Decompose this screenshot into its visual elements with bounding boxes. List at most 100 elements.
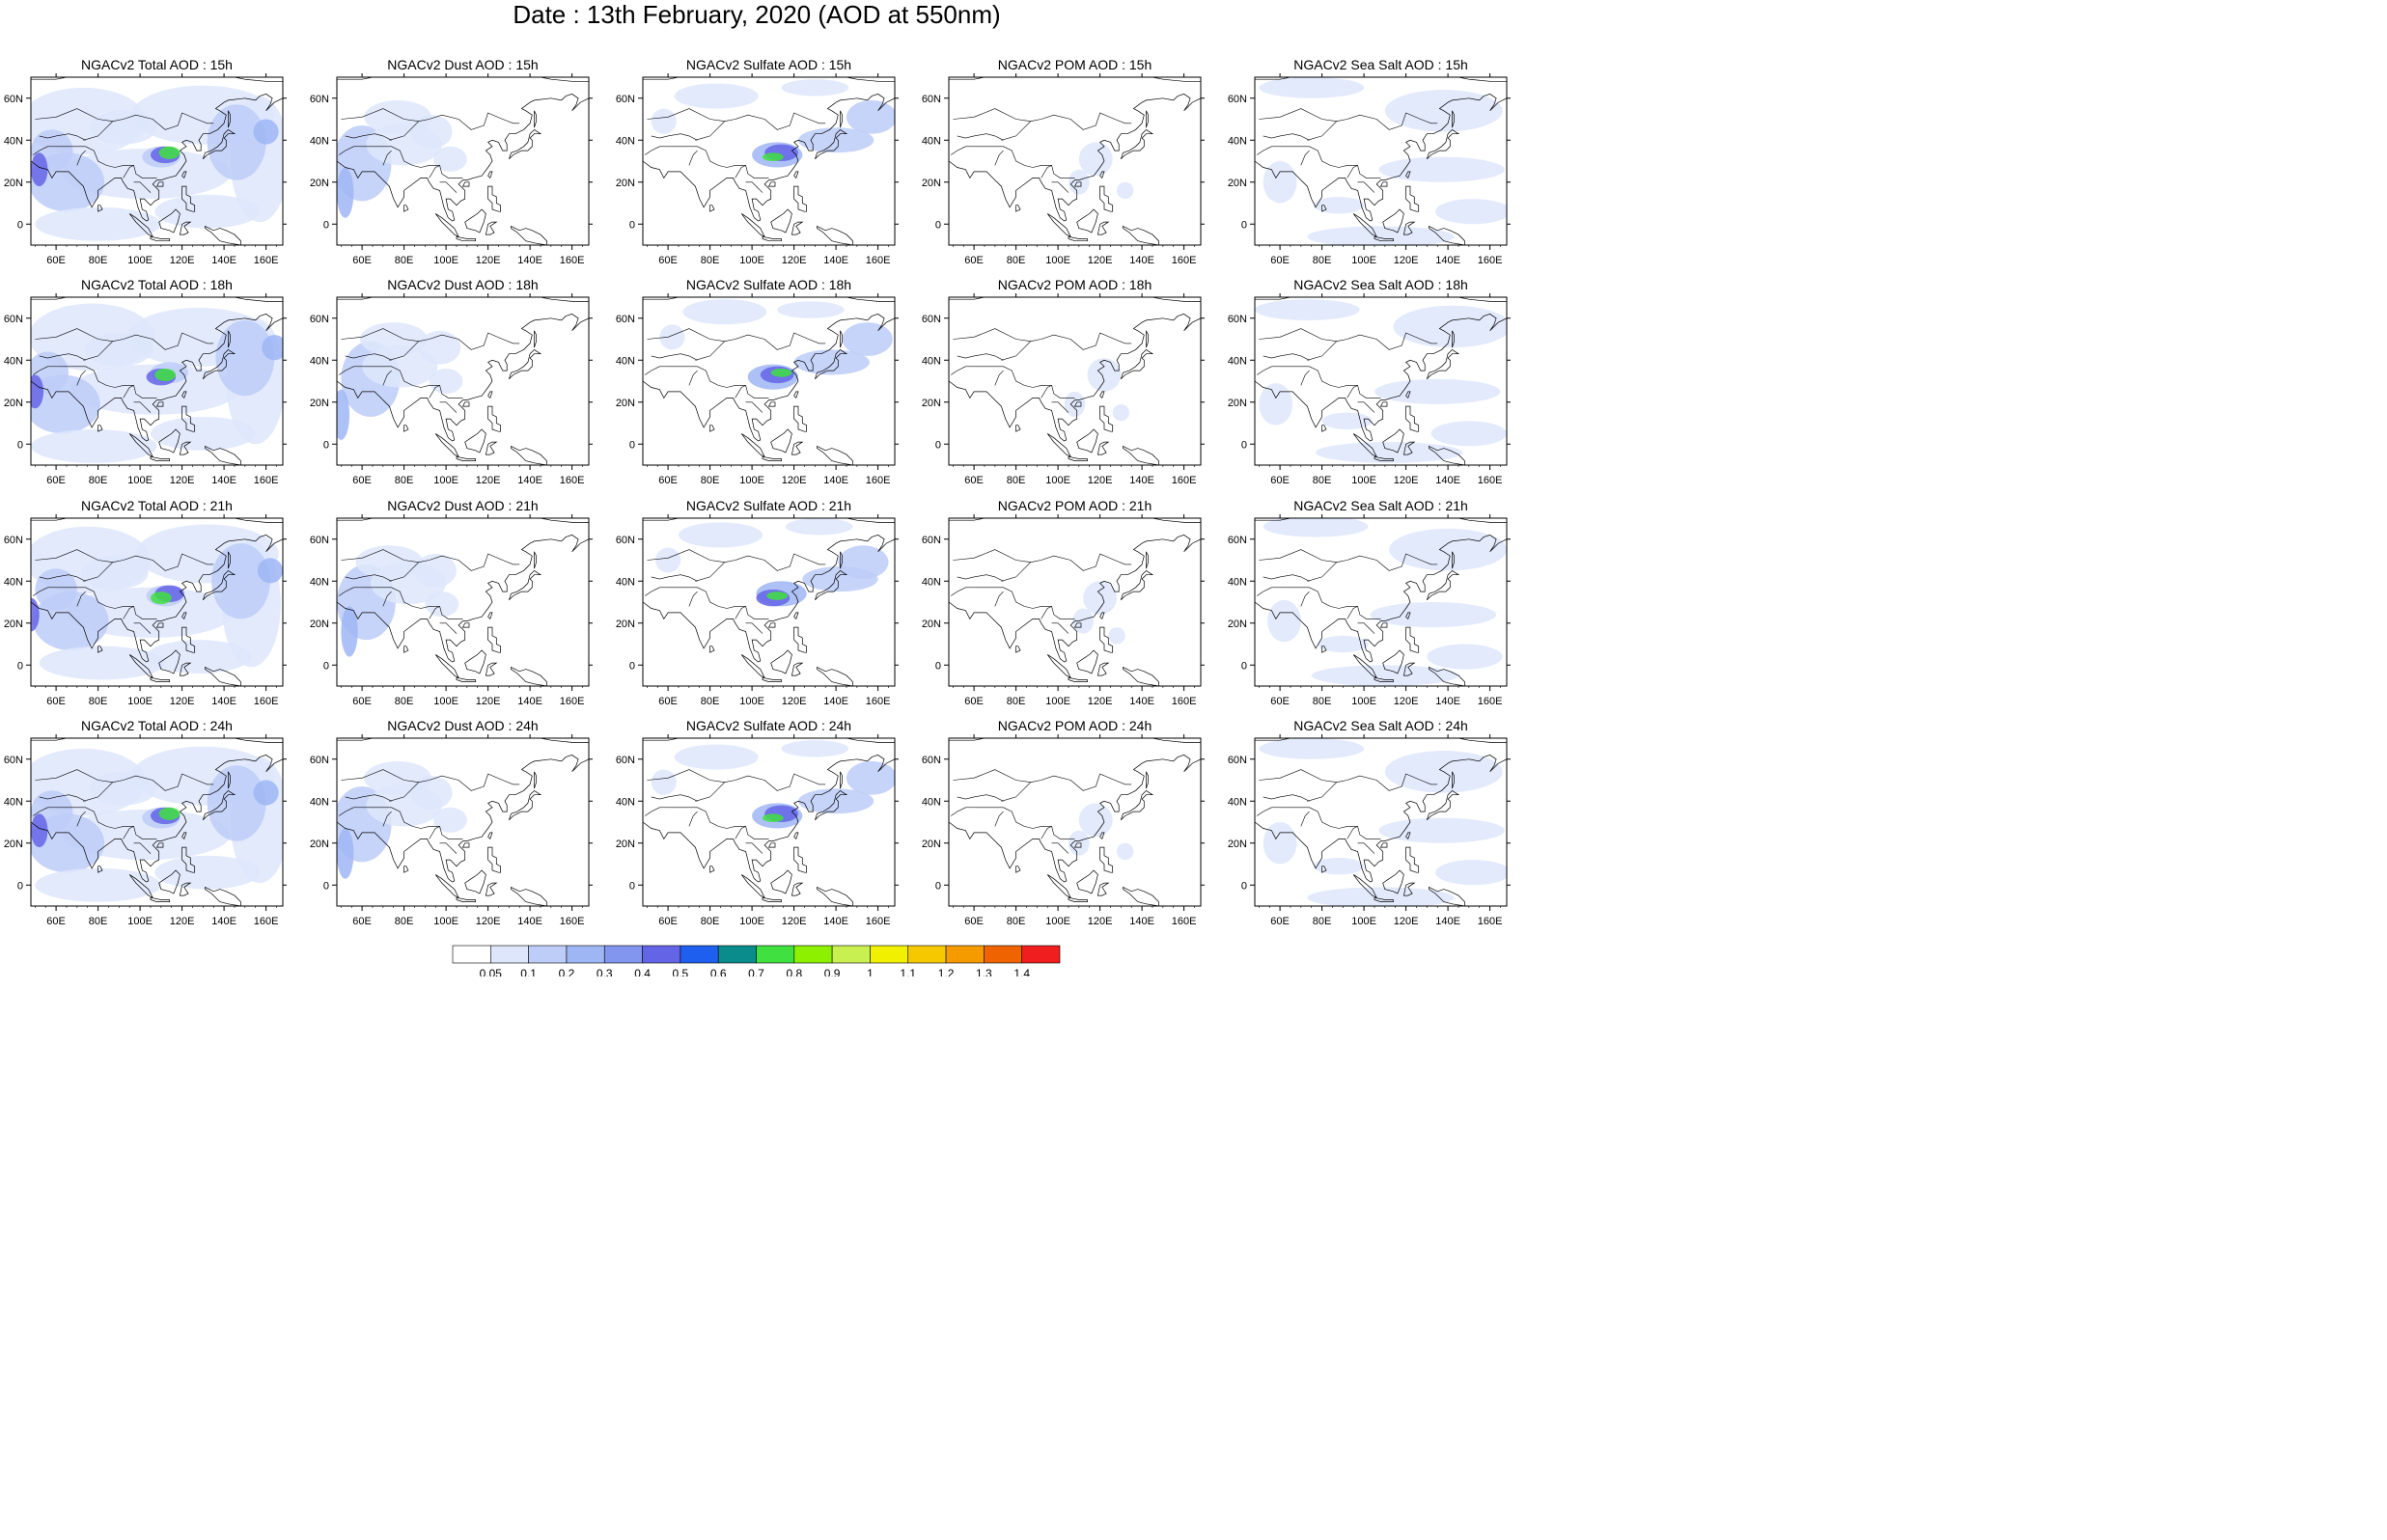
aod-field-blob	[257, 558, 283, 584]
lon-tick-label: 60E	[658, 255, 678, 266]
coastline	[97, 866, 103, 873]
lat-tick-label: 0	[629, 439, 635, 451]
coastline	[643, 297, 895, 442]
coastline	[840, 330, 843, 348]
coastline	[770, 208, 792, 234]
aod-field-blob	[359, 322, 428, 356]
aod-field-blob	[762, 813, 784, 823]
country-border	[1259, 549, 1337, 563]
aod-field-blob	[651, 769, 677, 795]
country-border	[345, 353, 392, 361]
lon-tick-label: 120E	[782, 255, 807, 266]
map-frame	[30, 737, 284, 907]
country-border	[1259, 328, 1337, 342]
lon-tick-label: 60E	[658, 916, 678, 927]
map-panel: NGACv2 Sulfate AOD : 24h 60E 80E 100E 120E 14…	[616, 718, 899, 927]
country-border	[953, 549, 1031, 563]
coastline	[150, 455, 170, 461]
lat-tick-label: 60N	[616, 94, 635, 105]
coastline	[1068, 235, 1088, 242]
coastline	[464, 649, 486, 674]
lat-tick-label: 40N	[922, 135, 941, 147]
lon-tick-label: 140E	[517, 255, 542, 266]
country-border	[345, 574, 392, 582]
country-border	[1041, 385, 1052, 399]
country-border	[1357, 181, 1375, 193]
coastline	[1099, 185, 1114, 212]
coastline	[770, 649, 792, 674]
coastline	[534, 551, 537, 569]
aod-field-blob	[66, 587, 235, 638]
lat-tick-label: 40N	[616, 576, 635, 588]
country-border	[382, 811, 392, 827]
coastline	[202, 128, 236, 160]
country-border	[76, 591, 86, 607]
lon-tick-label: 160E	[1172, 696, 1197, 707]
colorbar-swatch	[945, 945, 985, 964]
coastline	[767, 842, 776, 848]
aod-field-blob	[1311, 665, 1458, 686]
aod-field-blob	[1263, 518, 1369, 537]
coastline	[202, 348, 236, 380]
lon-tick-label: 120E	[782, 696, 807, 707]
colorbar-label: 0.1	[520, 967, 537, 976]
aod-field-blob	[154, 194, 261, 229]
lon-tick-label: 120E	[170, 696, 195, 707]
map-frame	[1254, 76, 1508, 246]
coastline	[128, 874, 153, 899]
country-border	[668, 366, 769, 399]
coastline	[179, 662, 192, 676]
lon-tick-label: 160E	[866, 255, 891, 266]
panel-title: NGACv2 Sea Salt AOD : 15h	[1293, 57, 1468, 72]
coastline	[128, 654, 153, 679]
coastline	[840, 110, 843, 128]
aod-field-blob	[655, 547, 681, 573]
coastline	[1382, 869, 1404, 894]
country-border	[957, 353, 1004, 361]
coastline	[793, 185, 807, 212]
country-border	[951, 807, 966, 816]
lon-tick-label: 160E	[866, 696, 891, 707]
aod-field-blob	[1427, 644, 1503, 670]
country-border	[1051, 622, 1069, 634]
lon-tick-label: 100E	[433, 916, 458, 927]
lat-tick-label: 20N	[1228, 178, 1247, 189]
lon-tick-label: 120E	[1394, 696, 1419, 707]
country-border	[953, 328, 1031, 342]
lat-tick-label: 20N	[310, 619, 329, 630]
aod-field-blob	[846, 760, 895, 795]
aod-field-blob	[762, 152, 784, 161]
country-border	[688, 591, 698, 607]
lon-tick-label: 140E	[211, 916, 236, 927]
map-panel: NGACv2 POM AOD : 18h 60E 80E 100E 120E 140E 16…	[922, 277, 1205, 486]
country-border	[668, 807, 769, 839]
lon-tick-label: 80E	[1007, 916, 1026, 927]
coastline	[461, 622, 470, 628]
coastline	[487, 391, 493, 399]
lat-tick-label: 20N	[616, 178, 635, 189]
coastline	[1379, 842, 1388, 848]
lat-tick-label: 0	[1241, 880, 1247, 892]
lon-tick-label: 120E	[476, 696, 501, 707]
coastline	[1073, 401, 1082, 407]
colorbar-label: 1.2	[938, 967, 955, 976]
panel-title: NGACv2 Sea Salt AOD : 18h	[1293, 277, 1468, 292]
coastline	[155, 842, 164, 848]
lat-tick-label: 0	[935, 660, 941, 672]
country-border	[651, 794, 698, 802]
colorbar-swatch	[1021, 945, 1061, 964]
coastline	[509, 348, 542, 380]
coastline	[1046, 433, 1071, 458]
coastline	[155, 622, 164, 628]
aod-field-blob	[337, 828, 354, 879]
lon-tick-label: 80E	[89, 255, 108, 266]
lon-tick-label: 100E	[127, 696, 153, 707]
lon-tick-label: 60E	[46, 475, 66, 486]
country-border	[123, 606, 134, 619]
country-border	[1357, 401, 1375, 413]
aod-field-blob	[674, 83, 759, 109]
lat-tick-label: 60N	[922, 314, 941, 325]
coastline	[511, 445, 547, 465]
aod-field-blob	[211, 543, 270, 619]
country-border	[668, 587, 769, 619]
